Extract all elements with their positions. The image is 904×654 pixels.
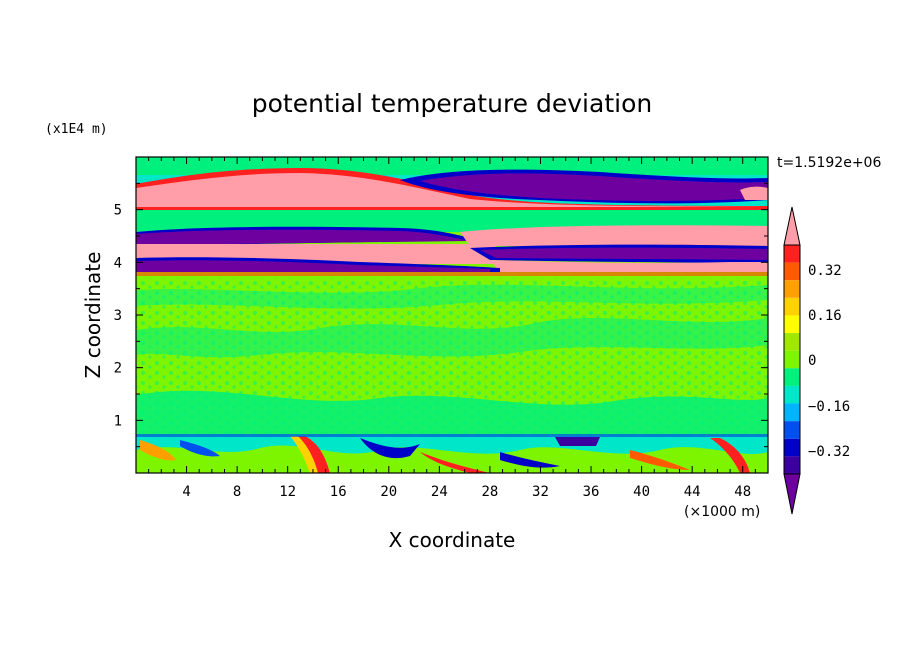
field-boundary-thermal-2 — [290, 436, 318, 473]
x-tick-label: 24 — [431, 484, 448, 500]
colorbar-extend-top — [783, 206, 801, 246]
x-tick-label: 48 — [734, 484, 751, 500]
colorbar-label: 0 — [808, 353, 816, 369]
field-patch-1 — [136, 390, 768, 440]
x-tick-label: 16 — [330, 484, 347, 500]
colorbar-segment — [784, 262, 800, 281]
colorbar-segment — [784, 297, 800, 316]
field-lobe-purple-top — [420, 173, 768, 201]
x-tick-label: 36 — [583, 484, 600, 500]
colorbar-label: −0.16 — [808, 399, 850, 415]
field-band-purple-left — [136, 260, 490, 272]
field-patch-2 — [136, 318, 768, 358]
x-tick-label: 4 — [182, 484, 190, 500]
x-tick-label: 12 — [279, 484, 296, 500]
field-band-pink-lower — [490, 260, 768, 272]
x-tick-label: 20 — [380, 484, 397, 500]
colorbar-label: −0.32 — [808, 444, 850, 460]
colorbar-label: 0.32 — [808, 263, 842, 279]
colorbar-segment — [784, 315, 800, 334]
field-boundary-thermal-3 — [420, 452, 490, 473]
x-tick-label: 8 — [233, 484, 241, 500]
x-axis-label: X coordinate — [389, 528, 516, 552]
colorbar: 0.32 0.16 0 −0.16 −0.32 — [783, 206, 850, 515]
y-tick-label: 1 — [114, 413, 122, 429]
colorbar-segment — [784, 403, 800, 422]
colorbar-segment — [784, 421, 800, 439]
x-tick-label: 44 — [684, 484, 701, 500]
colorbar-segment — [784, 333, 800, 351]
y-tick-label: 4 — [114, 255, 122, 271]
field-patch-3 — [136, 284, 768, 309]
y-tick-label: 5 — [114, 203, 122, 219]
colorbar-segment — [784, 438, 800, 457]
x-unit-label: (×1000 m) — [684, 504, 760, 520]
colorbar-segment — [784, 245, 800, 263]
y-tick-label: 3 — [114, 308, 122, 324]
colorbar-extend-bottom — [783, 473, 801, 515]
time-label: t=1.5192e+06 — [777, 155, 881, 171]
colorbar-segment — [784, 385, 800, 404]
colorbar-frame — [783, 244, 801, 475]
field-band-purple-lower — [480, 247, 768, 260]
y-axis-label: Z coordinate — [81, 252, 105, 379]
field-lobe-edge-top — [740, 186, 768, 200]
field-boundary-cell-1 — [360, 438, 420, 459]
field-boundary-thermal-4 — [710, 438, 750, 473]
chart-title: potential temperature deviation — [252, 89, 652, 118]
x-tick-label: 32 — [532, 484, 549, 500]
y-axis: 1 2 3 4 5 — [114, 182, 768, 448]
colorbar-segment — [784, 350, 800, 369]
field-band-purple-mid — [136, 229, 470, 245]
field-boundary-cell-3 — [140, 440, 176, 461]
colorbar-segment — [784, 456, 800, 474]
field-boundary-cell-2 — [555, 437, 600, 446]
field-band-lower-edge — [136, 272, 768, 276]
colorbar-segment — [784, 368, 800, 386]
field-boundary-top-edge — [136, 434, 768, 437]
y-unit-label: (x1E4 m) — [45, 122, 108, 137]
colorbar-segment — [784, 280, 800, 298]
x-tick-label: 40 — [633, 484, 650, 500]
field-boundary-green — [136, 445, 768, 473]
field-boundary-cell-6 — [500, 452, 560, 468]
field-lobe-pink-top — [136, 173, 768, 207]
x-tick-label: 28 — [481, 484, 498, 500]
field-boundary-cell-5 — [630, 450, 690, 470]
y-tick-label: 2 — [114, 361, 122, 377]
x-axis: 4 8 12 16 20 24 28 32 36 40 44 48 — [148, 157, 756, 500]
colorbar-label: 0.16 — [808, 308, 842, 324]
field-band-pink-right — [460, 225, 768, 248]
heatmap-field — [136, 157, 768, 473]
field-boundary-cell-4 — [180, 440, 220, 457]
